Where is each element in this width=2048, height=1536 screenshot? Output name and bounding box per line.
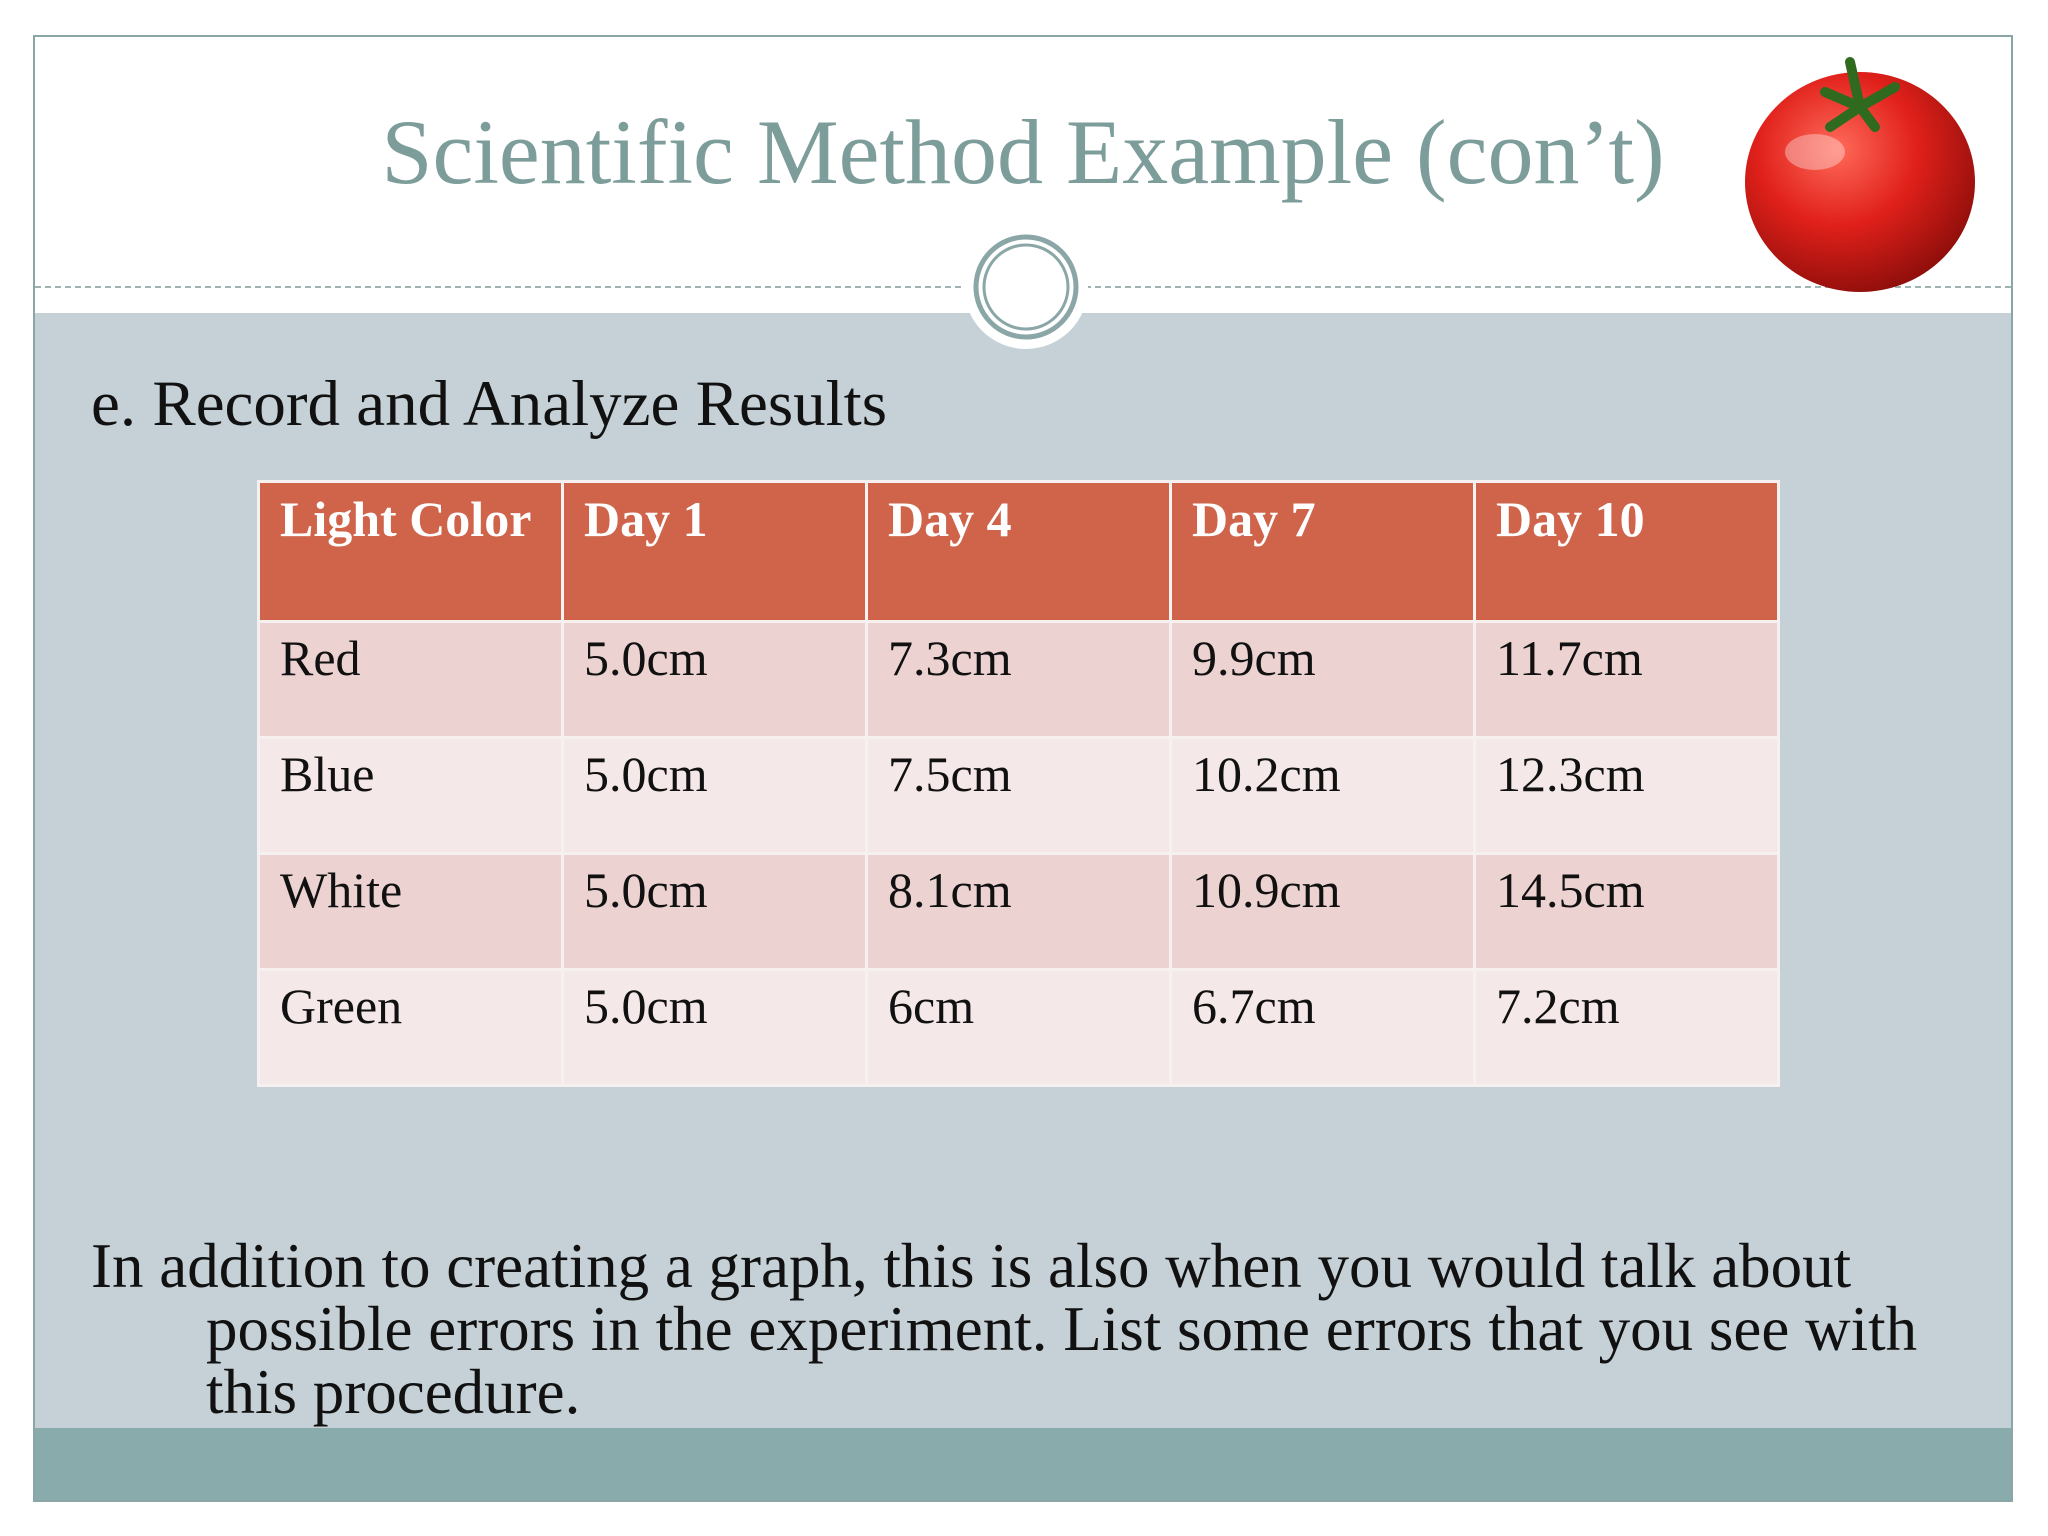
tomato-image xyxy=(1745,57,1975,292)
table-cell: 7.2cm xyxy=(1473,968,1780,1087)
divider-circle xyxy=(964,225,1088,349)
table-row: Red 5.0cm 7.3cm 9.9cm 11.7cm xyxy=(257,620,1780,739)
table-cell: 10.2cm xyxy=(1169,736,1476,855)
table-cell: 6cm xyxy=(865,968,1172,1087)
header-row: Light Color Day 1 Day 4 Day 7 Day 10 xyxy=(257,480,1780,623)
table-cell: White xyxy=(257,852,564,971)
table-cell: 5.0cm xyxy=(561,620,868,739)
table-cell: 6.7cm xyxy=(1169,968,1476,1087)
table-cell: 7.5cm xyxy=(865,736,1172,855)
column-header: Day 10 xyxy=(1473,480,1780,623)
table-cell: 5.0cm xyxy=(561,968,868,1087)
column-header: Day 1 xyxy=(561,480,868,623)
table-row: Blue 5.0cm 7.5cm 10.2cm 12.3cm xyxy=(257,736,1780,855)
table-row: Green 5.0cm 6cm 6.7cm 7.2cm xyxy=(257,968,1780,1087)
slide-frame: Scientific Method Example (con’t) e. Rec… xyxy=(33,35,2013,1502)
body-text: In addition to creating a graph, this is… xyxy=(91,1231,1918,1427)
table-cell: 12.3cm xyxy=(1473,736,1780,855)
column-header: Day 4 xyxy=(865,480,1172,623)
table-cell: 11.7cm xyxy=(1473,620,1780,739)
table-row: White 5.0cm 8.1cm 10.9cm 14.5cm xyxy=(257,852,1780,971)
table-cell: 14.5cm xyxy=(1473,852,1780,971)
table-cell: 7.3cm xyxy=(865,620,1172,739)
footer-band xyxy=(35,1428,2011,1500)
table-cell: 9.9cm xyxy=(1169,620,1476,739)
table-cell: 8.1cm xyxy=(865,852,1172,971)
table-cell: 10.9cm xyxy=(1169,852,1476,971)
table-cell: Red xyxy=(257,620,564,739)
table-cell: 5.0cm xyxy=(561,852,868,971)
column-header: Day 7 xyxy=(1169,480,1476,623)
section-heading: e. Record and Analyze Results xyxy=(91,368,888,440)
column-header: Light Color xyxy=(257,480,564,623)
slide-title: Scientific Method Example (con’t) xyxy=(381,101,1665,203)
results-table: Light Color Day 1 Day 4 Day 7 Day 10 Red 5.0cm… xyxy=(257,480,1780,1087)
table-cell: Blue xyxy=(257,736,564,855)
table-cell: Green xyxy=(257,968,564,1087)
table-cell: 5.0cm xyxy=(561,736,868,855)
